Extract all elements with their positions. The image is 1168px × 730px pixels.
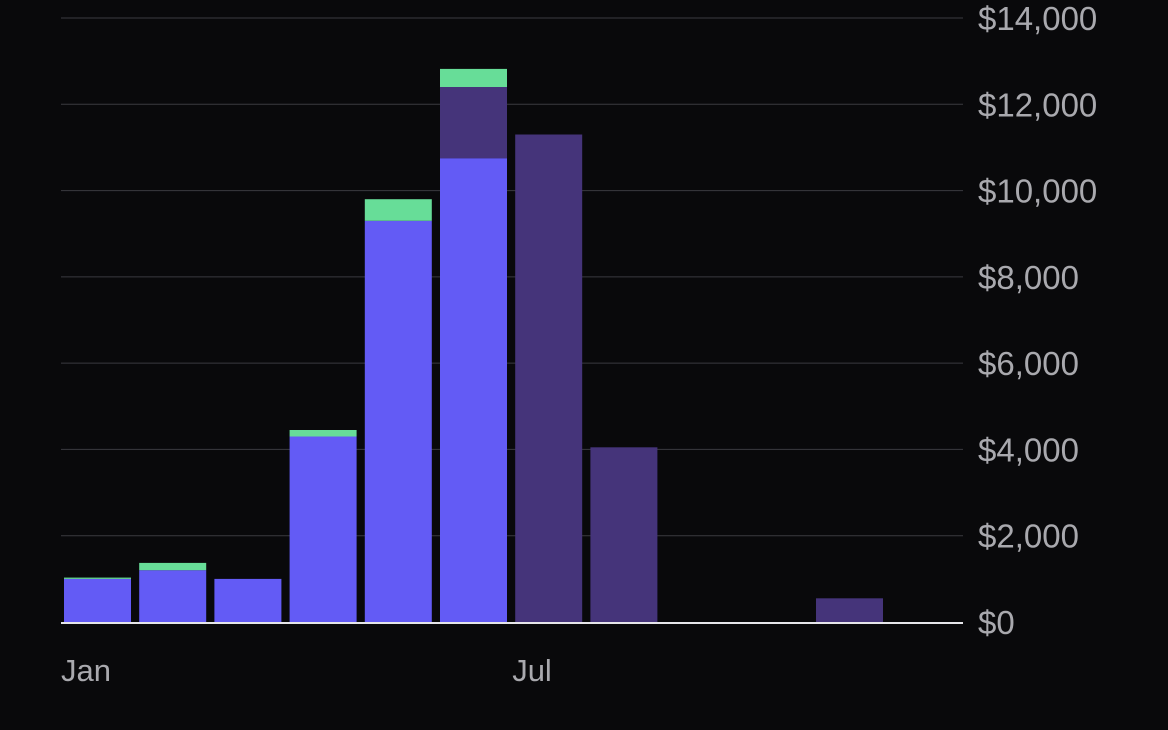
y-tick-label: $2,000 bbox=[978, 518, 1079, 555]
y-tick-label: $12,000 bbox=[978, 86, 1097, 123]
y-tick-label: $4,000 bbox=[978, 431, 1079, 468]
y-tick-label: $14,000 bbox=[978, 0, 1097, 37]
bar-segment-jun-1 bbox=[440, 87, 507, 159]
x-tick-label: Jul bbox=[512, 653, 552, 688]
bar-segment-jan-0 bbox=[64, 578, 131, 622]
x-axis-tick-labels: Jan Jul bbox=[61, 653, 552, 688]
bars bbox=[64, 68, 883, 623]
y-tick-label: $10,000 bbox=[978, 173, 1097, 210]
y-tick-label: $6,000 bbox=[978, 345, 1079, 382]
y-axis-tick-labels: $0 $2,000 $4,000 $6,000 $8,000 $10,000 $12,000… bbox=[978, 0, 1097, 641]
gridlines bbox=[61, 17, 963, 537]
bar-segment-apr-0 bbox=[289, 436, 357, 622]
bar-segment-mar-0 bbox=[214, 578, 282, 622]
bar-segment-jun-0 bbox=[440, 158, 507, 622]
bar-segment-apr-2 bbox=[289, 430, 357, 437]
y-tick-label: $8,000 bbox=[978, 259, 1079, 296]
x-tick-label: Jan bbox=[61, 653, 111, 688]
bar-segment-jan-2 bbox=[64, 577, 131, 579]
bar-segment-may-2 bbox=[364, 199, 432, 221]
bar-segment-jul-1 bbox=[515, 134, 583, 622]
bar-segment-nov-1 bbox=[816, 598, 883, 622]
bar-segment-may-0 bbox=[364, 220, 432, 623]
bar-segment-feb-0 bbox=[139, 570, 207, 622]
bar-segment-feb-2 bbox=[139, 562, 207, 571]
bar-segment-jun-2 bbox=[440, 68, 507, 87]
y-tick-label: $0 bbox=[978, 604, 1015, 641]
bar-segment-aug-1 bbox=[590, 447, 658, 622]
